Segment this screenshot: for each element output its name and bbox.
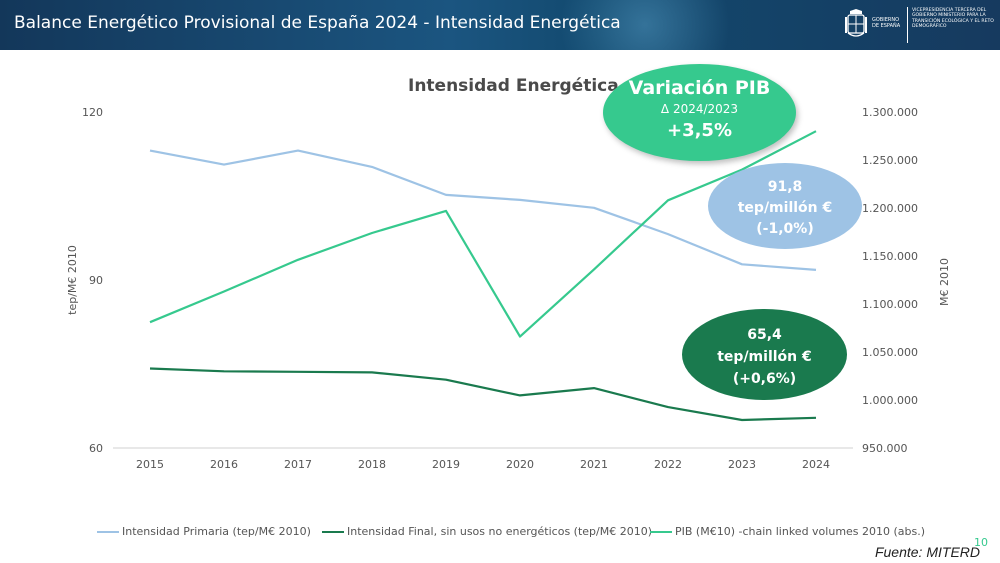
- x-tick-label: 2021: [580, 458, 608, 471]
- final-callout-change: (+0,6%): [732, 371, 797, 387]
- header-glow: [560, 0, 730, 50]
- page-number: 10: [974, 536, 988, 549]
- pib-callout-title: Variación PIB: [628, 77, 771, 99]
- y-tick-label: 60: [89, 442, 103, 455]
- tick-labels: 60 90 120 950.000 1.000.000 1.050.000 1.100.00…: [82, 106, 918, 471]
- legend-item-pib: PIB (M€10) -chain linked volumes 2010 (a…: [650, 525, 925, 538]
- primary-callout-value: 91,8: [767, 179, 803, 195]
- primary-callout-unit: tep/millón €: [737, 200, 833, 216]
- x-tick-label: 2019: [432, 458, 460, 471]
- series-line-pib: [149, 130, 817, 338]
- government-logo: GOBIERNO DE ESPAÑA VICEPRESIDENCIA TERCE…: [842, 5, 997, 45]
- pib-callout-subtitle: Δ 2024/2023: [660, 102, 739, 116]
- legend-label-primaria: Intensidad Primaria (tep/M€ 2010): [122, 525, 311, 538]
- x-tick-label: 2018: [358, 458, 386, 471]
- pib-callout-value: +3,5%: [666, 120, 732, 141]
- y-axis-label: tep/M€ 2010: [66, 245, 79, 315]
- x-tick-label: 2015: [136, 458, 164, 471]
- legend-label-pib: PIB (M€10) -chain linked volumes 2010 (a…: [675, 525, 926, 538]
- final-intensity-callout: 65,4 tep/millón € (+0,6%): [682, 309, 847, 400]
- y2-tick-label: 1.000.000: [862, 394, 918, 407]
- y2-tick-label: 1.200.000: [862, 202, 918, 215]
- x-tick-label: 2016: [210, 458, 238, 471]
- y2-axis-label: M€ 2010: [938, 258, 951, 306]
- y-tick-label: 120: [82, 106, 103, 119]
- page-title: Balance Energético Provisional de España…: [14, 13, 621, 33]
- gov-label: GOBIERNO DE ESPAÑA: [872, 17, 901, 29]
- legend-item-primaria: Intensidad Primaria (tep/M€ 2010): [97, 525, 311, 538]
- y2-tick-label: 1.150.000: [862, 250, 918, 263]
- pib-variation-callout: Variación PIB Δ 2024/2023 +3,5%: [603, 64, 796, 161]
- primary-callout-change: (-1,0%): [756, 221, 814, 237]
- legend-swatch-primaria: [97, 531, 119, 533]
- x-tick-label: 2022: [654, 458, 682, 471]
- series-lines: [149, 130, 817, 422]
- series-line-final: [149, 367, 817, 422]
- coat-of-arms-icon: [845, 9, 867, 37]
- y2-tick-label: 950.000: [862, 442, 908, 455]
- ministry-label: VICEPRESIDENCIA TERCERA DEL GOBIERNO MIN…: [912, 8, 994, 30]
- x-tick-label: 2020: [506, 458, 534, 471]
- y2-tick-label: 1.100.000: [862, 298, 918, 311]
- y2-tick-label: 1.300.000: [862, 106, 918, 119]
- final-callout-unit: tep/millón €: [717, 349, 812, 365]
- legend-label-final: Intensidad Final, sin usos no energético…: [347, 525, 653, 538]
- header-bar: Balance Energético Provisional de España…: [0, 0, 1000, 50]
- series-line-primaria: [149, 149, 817, 271]
- logo-divider: [907, 7, 908, 43]
- primary-intensity-callout: 91,8 tep/millón € (-1,0%): [708, 163, 862, 249]
- final-callout-value: 65,4: [747, 327, 782, 343]
- y-tick-label: 90: [89, 274, 103, 287]
- x-tick-label: 2023: [728, 458, 756, 471]
- source-note: Fuente: MITERD: [874, 544, 980, 560]
- y2-tick-label: 1.050.000: [862, 346, 918, 359]
- x-tick-label: 2017: [284, 458, 312, 471]
- legend-item-final: Intensidad Final, sin usos no energético…: [322, 525, 652, 538]
- chart-title: Intensidad Energética: [408, 76, 619, 96]
- legend-swatch-final: [322, 531, 344, 533]
- legend-swatch-pib: [650, 531, 672, 533]
- x-tick-label: 2024: [802, 458, 830, 471]
- y2-tick-label: 1.250.000: [862, 154, 918, 167]
- chart-legend: Intensidad Primaria (tep/M€ 2010) Intens…: [0, 525, 1000, 541]
